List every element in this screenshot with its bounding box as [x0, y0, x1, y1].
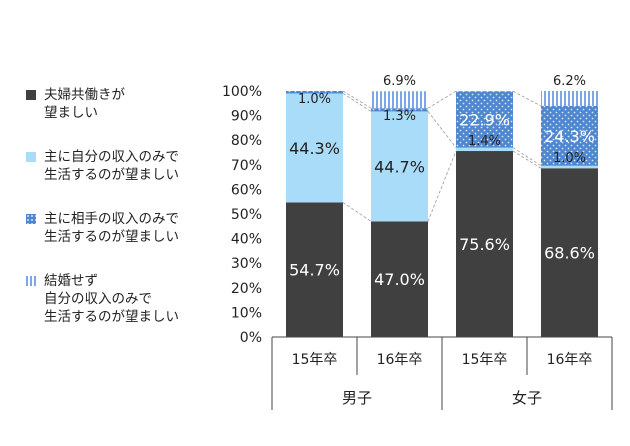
y-tick-label: 40%: [231, 232, 262, 248]
legend-label: 夫婦共働きが 望ましい: [44, 87, 125, 121]
x-tick-label: 16年卒: [377, 352, 423, 368]
bar-segment: [286, 93, 343, 203]
y-tick-label: 30%: [231, 256, 262, 272]
legend-item: 主に自分の収入のみで 生活するのが望ましい: [22, 148, 212, 184]
legend-label: 結婚せず 自分の収入のみで 生活するのが望ましい: [44, 273, 179, 325]
legend-swatch: [26, 276, 36, 286]
bar-segment: [541, 91, 598, 107]
bar-segment: [286, 202, 343, 337]
series-line: [342, 202, 372, 222]
y-tick-label: 50%: [231, 207, 262, 223]
legend-label: 主に自分の収入のみで 生活するのが望ましい: [44, 149, 179, 183]
group-label: 男子: [342, 389, 372, 407]
y-tick-label: 90%: [231, 109, 262, 125]
bar-segment: [541, 165, 598, 169]
data-label: 1.4%: [468, 134, 501, 149]
legend-swatch: [26, 90, 36, 100]
bar-segment: [371, 111, 428, 222]
legend-item: 結婚せず 自分の収入のみで 生活するのが望ましい: [22, 272, 212, 326]
legend-swatch: [26, 214, 36, 224]
y-tick-label: 10%: [231, 305, 262, 321]
bar-segment: [371, 91, 428, 109]
bar-segment: [456, 147, 513, 152]
x-tick-label: 15年卒: [462, 352, 508, 368]
data-label: 6.2%: [553, 74, 586, 89]
chart-legend: 夫婦共働きが 望ましい主に自分の収入のみで 生活するのが望ましい 主に相手の収入の…: [22, 86, 212, 352]
bar-segment: [456, 91, 513, 148]
legend-item: 主に相手の収入のみで 生活するのが望ましい: [22, 210, 212, 246]
data-label: 75.6%: [459, 235, 510, 254]
legend-item: 夫婦共働きが 望ましい: [22, 86, 212, 122]
data-label: 54.7%: [289, 261, 340, 280]
bar-segment: [286, 91, 343, 94]
series-line: [512, 150, 542, 169]
series-line: [427, 90, 457, 109]
data-label: 22.9%: [459, 110, 510, 129]
data-label: 47.0%: [374, 270, 425, 289]
series-line: [427, 111, 457, 148]
data-label: 44.3%: [289, 139, 340, 158]
bar-segment: [371, 221, 428, 337]
y-tick-label: 20%: [231, 281, 262, 297]
series-line: [512, 90, 542, 107]
x-tick-label: 15年卒: [292, 352, 338, 368]
series-line: [512, 147, 542, 167]
data-label: 24.3%: [544, 127, 595, 146]
bar-segment: [371, 108, 428, 112]
legend-label: 主に相手の収入のみで 生活するのが望ましい: [44, 211, 179, 245]
y-tick-label: 70%: [231, 158, 262, 174]
data-label: 6.9%: [383, 74, 416, 89]
bar-segment: [456, 151, 513, 337]
bar-segment: [541, 106, 598, 166]
group-label: 女子: [512, 389, 542, 407]
series-line: [342, 93, 372, 112]
x-tick-label: 16年卒: [547, 352, 593, 368]
y-tick-label: 0%: [240, 330, 262, 346]
data-label: 68.6%: [544, 244, 595, 263]
data-label: 1.0%: [553, 151, 586, 166]
legend-swatch: [26, 152, 36, 162]
y-tick-label: 80%: [231, 133, 262, 149]
series-line: [427, 150, 457, 222]
bar-segment: [541, 168, 598, 337]
data-label: 1.3%: [383, 109, 416, 124]
data-label: 1.0%: [298, 92, 331, 107]
y-tick-label: 100%: [222, 84, 262, 100]
data-label: 44.7%: [374, 157, 425, 176]
y-tick-label: 60%: [231, 182, 262, 198]
series-line: [342, 90, 372, 109]
